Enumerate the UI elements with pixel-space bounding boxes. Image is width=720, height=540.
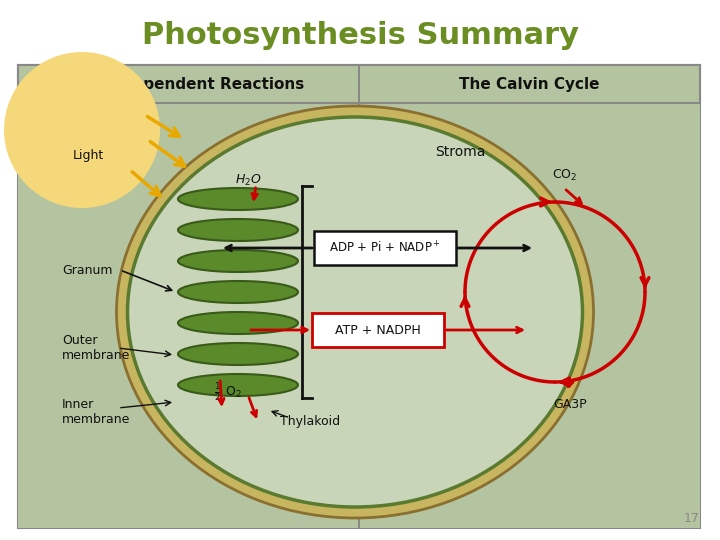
Text: Light: Light	[73, 148, 104, 161]
Text: Outer
membrane: Outer membrane	[62, 334, 130, 362]
FancyBboxPatch shape	[312, 313, 444, 347]
FancyBboxPatch shape	[314, 231, 456, 265]
Ellipse shape	[178, 312, 298, 334]
Text: Granum: Granum	[62, 264, 112, 276]
Text: The Calvin Cycle: The Calvin Cycle	[459, 77, 600, 91]
Text: ADP + Pi + NADP$^+$: ADP + Pi + NADP$^+$	[329, 240, 441, 255]
Text: $\frac{1}{2}$ O$_2$: $\frac{1}{2}$ O$_2$	[214, 381, 242, 403]
Ellipse shape	[178, 188, 298, 210]
Text: $H_2O$: $H_2O$	[235, 172, 261, 187]
Text: Inner
membrane: Inner membrane	[62, 398, 130, 426]
Text: Thylakoid: Thylakoid	[280, 415, 340, 429]
Text: ATP + NADPH: ATP + NADPH	[335, 323, 421, 336]
Bar	[18, 65, 700, 103]
Text: Stroma: Stroma	[435, 145, 485, 159]
Bar	[18, 103, 700, 528]
Circle shape	[4, 52, 160, 208]
Text: 17: 17	[684, 512, 700, 525]
Ellipse shape	[127, 117, 582, 507]
Bar	[18, 65, 700, 528]
Ellipse shape	[178, 374, 298, 396]
Ellipse shape	[117, 106, 593, 518]
Text: CO$_2$: CO$_2$	[552, 167, 577, 183]
Ellipse shape	[178, 250, 298, 272]
Text: Light-dependent Reactions: Light-dependent Reactions	[73, 77, 305, 91]
Text: GA3P: GA3P	[553, 399, 587, 411]
Text: Photosynthesis Summary: Photosynthesis Summary	[142, 21, 578, 50]
Ellipse shape	[178, 343, 298, 365]
Ellipse shape	[178, 281, 298, 303]
Ellipse shape	[178, 219, 298, 241]
